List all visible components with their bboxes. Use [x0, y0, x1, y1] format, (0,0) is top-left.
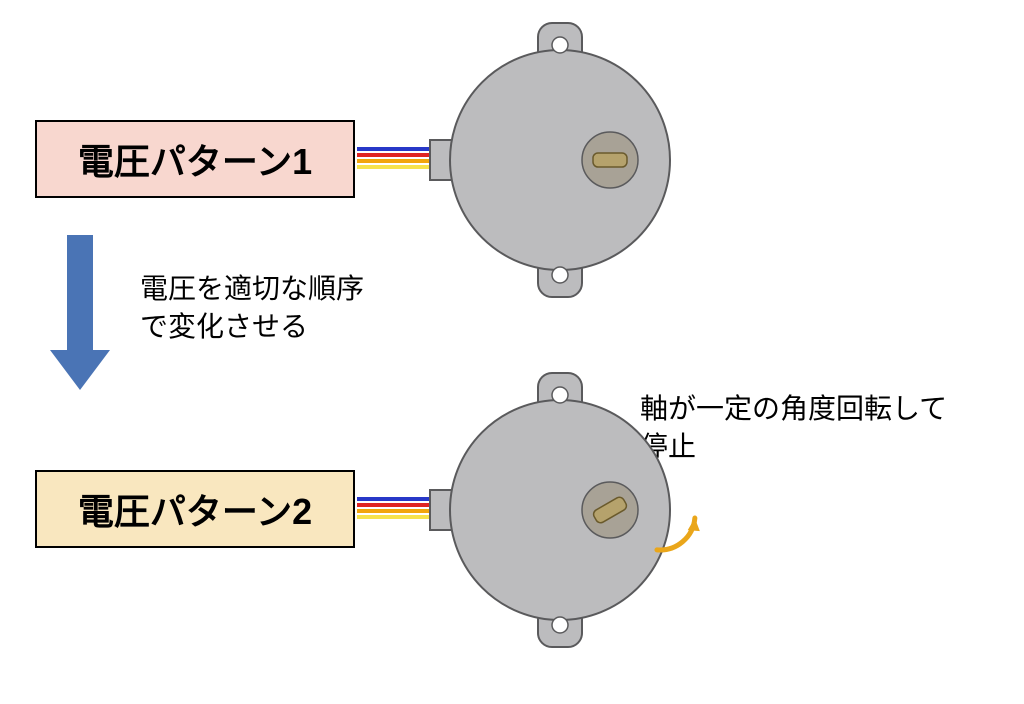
- wires-bottom: [357, 499, 440, 517]
- stepper-motor-bottom: [430, 373, 670, 647]
- arrow-down-icon: [50, 235, 110, 390]
- voltage-pattern-1-box: 電圧パターン1: [35, 120, 355, 198]
- voltage-pattern-2-label: 電圧パターン2: [78, 483, 312, 535]
- diagram-svg: [0, 0, 1024, 704]
- voltage-pattern-1-label: 電圧パターン1: [78, 133, 312, 185]
- annotation-change-voltage: 電圧を適切な順序 で変化させる: [140, 270, 364, 346]
- rotation-arrow-icon: [657, 518, 700, 550]
- voltage-pattern-2-box: 電圧パターン2: [35, 470, 355, 548]
- annotation-shaft-rotates: 軸が一定の角度回転して 停止: [640, 390, 947, 466]
- wires-top: [357, 149, 440, 167]
- stepper-motor-top: [430, 23, 670, 297]
